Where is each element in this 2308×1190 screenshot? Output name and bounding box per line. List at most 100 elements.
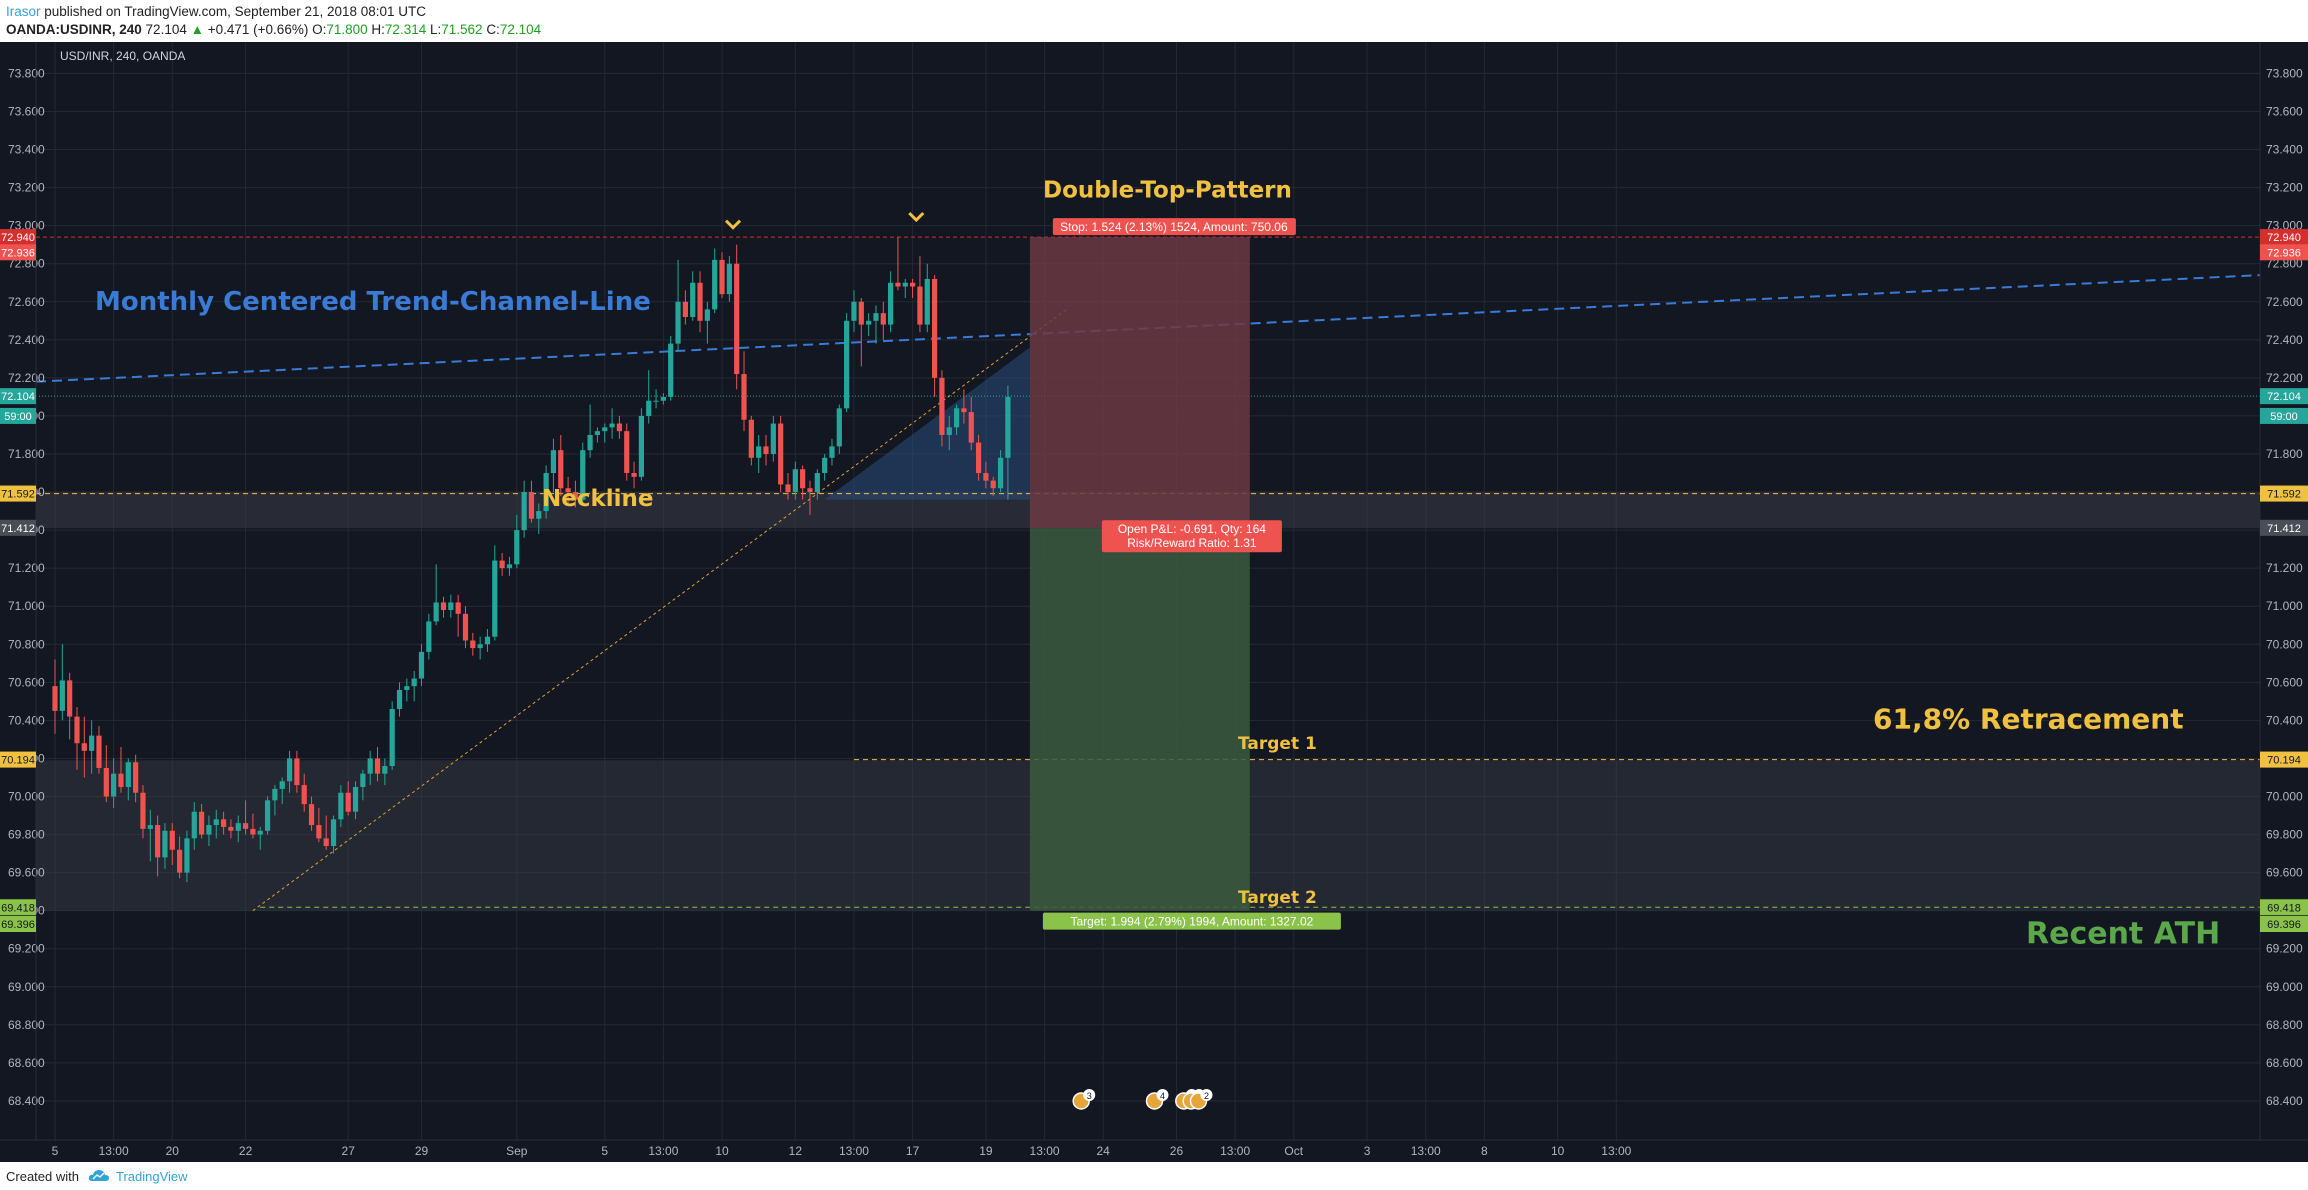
- candle[interactable]: [206, 815, 212, 846]
- price-axis[interactable]: 73.800 73.800 73.600 73.600 73.400 73.400 73.2…: [0, 42, 2308, 1140]
- candle[interactable]: [917, 256, 923, 333]
- pnl-label-box[interactable]: [1101, 520, 1282, 553]
- target-label-box[interactable]: [1042, 912, 1341, 930]
- candle[interactable]: [345, 781, 351, 816]
- candle[interactable]: [411, 670, 417, 702]
- tradingview-cloud-icon[interactable]: [88, 1167, 110, 1185]
- candle[interactable]: [785, 473, 791, 500]
- candle[interactable]: [367, 750, 373, 786]
- candle[interactable]: [580, 442, 586, 504]
- candle[interactable]: [968, 396, 974, 451]
- candle[interactable]: [477, 636, 483, 660]
- candle[interactable]: [67, 672, 73, 740]
- candle[interactable]: [932, 275, 938, 397]
- candle[interactable]: [440, 596, 447, 618]
- candle[interactable]: [235, 815, 241, 843]
- candle[interactable]: [264, 796, 271, 835]
- candle[interactable]: [975, 434, 982, 481]
- candle[interactable]: [770, 415, 776, 462]
- candle[interactable]: [741, 351, 747, 432]
- candle[interactable]: [308, 796, 315, 831]
- candle[interactable]: [961, 389, 967, 424]
- candle[interactable]: [426, 613, 432, 660]
- candle[interactable]: [52, 659, 58, 734]
- candle[interactable]: [250, 813, 256, 839]
- candle[interactable]: [814, 469, 820, 500]
- candle[interactable]: [572, 480, 579, 508]
- candle[interactable]: [543, 465, 549, 519]
- candle[interactable]: [382, 758, 388, 786]
- candle[interactable]: [330, 815, 337, 854]
- candle[interactable]: [257, 826, 263, 850]
- candle[interactable]: [565, 476, 571, 504]
- candle[interactable]: [609, 408, 615, 439]
- candle[interactable]: [939, 370, 945, 447]
- candle[interactable]: [792, 461, 798, 500]
- candle[interactable]: [536, 503, 542, 534]
- chart-area[interactable]: Stop: 1.524 (2.13%) 1524, Amount: 750.06…: [0, 42, 2308, 1162]
- candle[interactable]: [294, 750, 300, 793]
- candle[interactable]: [352, 781, 359, 820]
- candle[interactable]: [103, 745, 109, 803]
- candle[interactable]: [983, 461, 989, 489]
- candle[interactable]: [763, 434, 769, 466]
- candle[interactable]: [594, 427, 601, 443]
- candle[interactable]: [1005, 385, 1011, 500]
- candle[interactable]: [924, 263, 930, 333]
- candle[interactable]: [74, 707, 80, 770]
- candle[interactable]: [492, 545, 498, 641]
- candle[interactable]: [756, 434, 762, 474]
- stop-loss-zone[interactable]: [1029, 237, 1250, 529]
- candle[interactable]: [997, 450, 1004, 493]
- candle[interactable]: [844, 313, 850, 413]
- candle[interactable]: [81, 716, 87, 778]
- candle[interactable]: [858, 297, 864, 367]
- candle[interactable]: [866, 313, 872, 337]
- candle[interactable]: [155, 815, 161, 877]
- candle[interactable]: [199, 804, 205, 839]
- stop-label-box[interactable]: [1052, 218, 1296, 236]
- candle[interactable]: [616, 415, 623, 439]
- candle[interactable]: [807, 480, 813, 515]
- candle[interactable]: [902, 278, 908, 298]
- candle[interactable]: [228, 819, 234, 839]
- candle[interactable]: [646, 370, 652, 424]
- candle[interactable]: [726, 256, 732, 302]
- candle[interactable]: [682, 290, 688, 325]
- candlestick-chart[interactable]: Stop: 1.524 (2.13%) 1524, Amount: 750.06…: [0, 42, 2308, 1162]
- candle[interactable]: [895, 237, 901, 291]
- candle[interactable]: [462, 606, 469, 649]
- candle[interactable]: [660, 393, 666, 405]
- candle[interactable]: [910, 278, 916, 298]
- candle[interactable]: [836, 404, 842, 454]
- candle[interactable]: [528, 480, 535, 523]
- candle[interactable]: [184, 830, 190, 883]
- candle[interactable]: [162, 823, 168, 869]
- candle[interactable]: [653, 389, 659, 409]
- candle[interactable]: [470, 632, 476, 656]
- candle[interactable]: [89, 720, 95, 774]
- candle[interactable]: [697, 271, 703, 333]
- candle[interactable]: [748, 415, 754, 466]
- candles[interactable]: [52, 237, 1011, 883]
- candle[interactable]: [242, 800, 249, 835]
- candle[interactable]: [675, 259, 681, 352]
- candle[interactable]: [880, 301, 886, 340]
- candle[interactable]: [778, 415, 784, 493]
- candle[interactable]: [301, 773, 307, 812]
- short-position-tool[interactable]: Stop: 1.524 (2.13%) 1524, Amount: 750.06…: [1029, 218, 1341, 930]
- candle[interactable]: [118, 747, 124, 793]
- candle[interactable]: [873, 305, 879, 344]
- candle[interactable]: [191, 802, 197, 850]
- candle[interactable]: [851, 290, 857, 333]
- candle[interactable]: [272, 785, 278, 816]
- candle[interactable]: [953, 404, 960, 435]
- candle[interactable]: [734, 244, 740, 390]
- candle[interactable]: [822, 453, 828, 481]
- candle[interactable]: [704, 301, 710, 344]
- candle[interactable]: [140, 785, 146, 839]
- candle[interactable]: [220, 811, 227, 835]
- candle[interactable]: [558, 434, 564, 496]
- candle[interactable]: [550, 438, 557, 493]
- candle[interactable]: [888, 271, 894, 333]
